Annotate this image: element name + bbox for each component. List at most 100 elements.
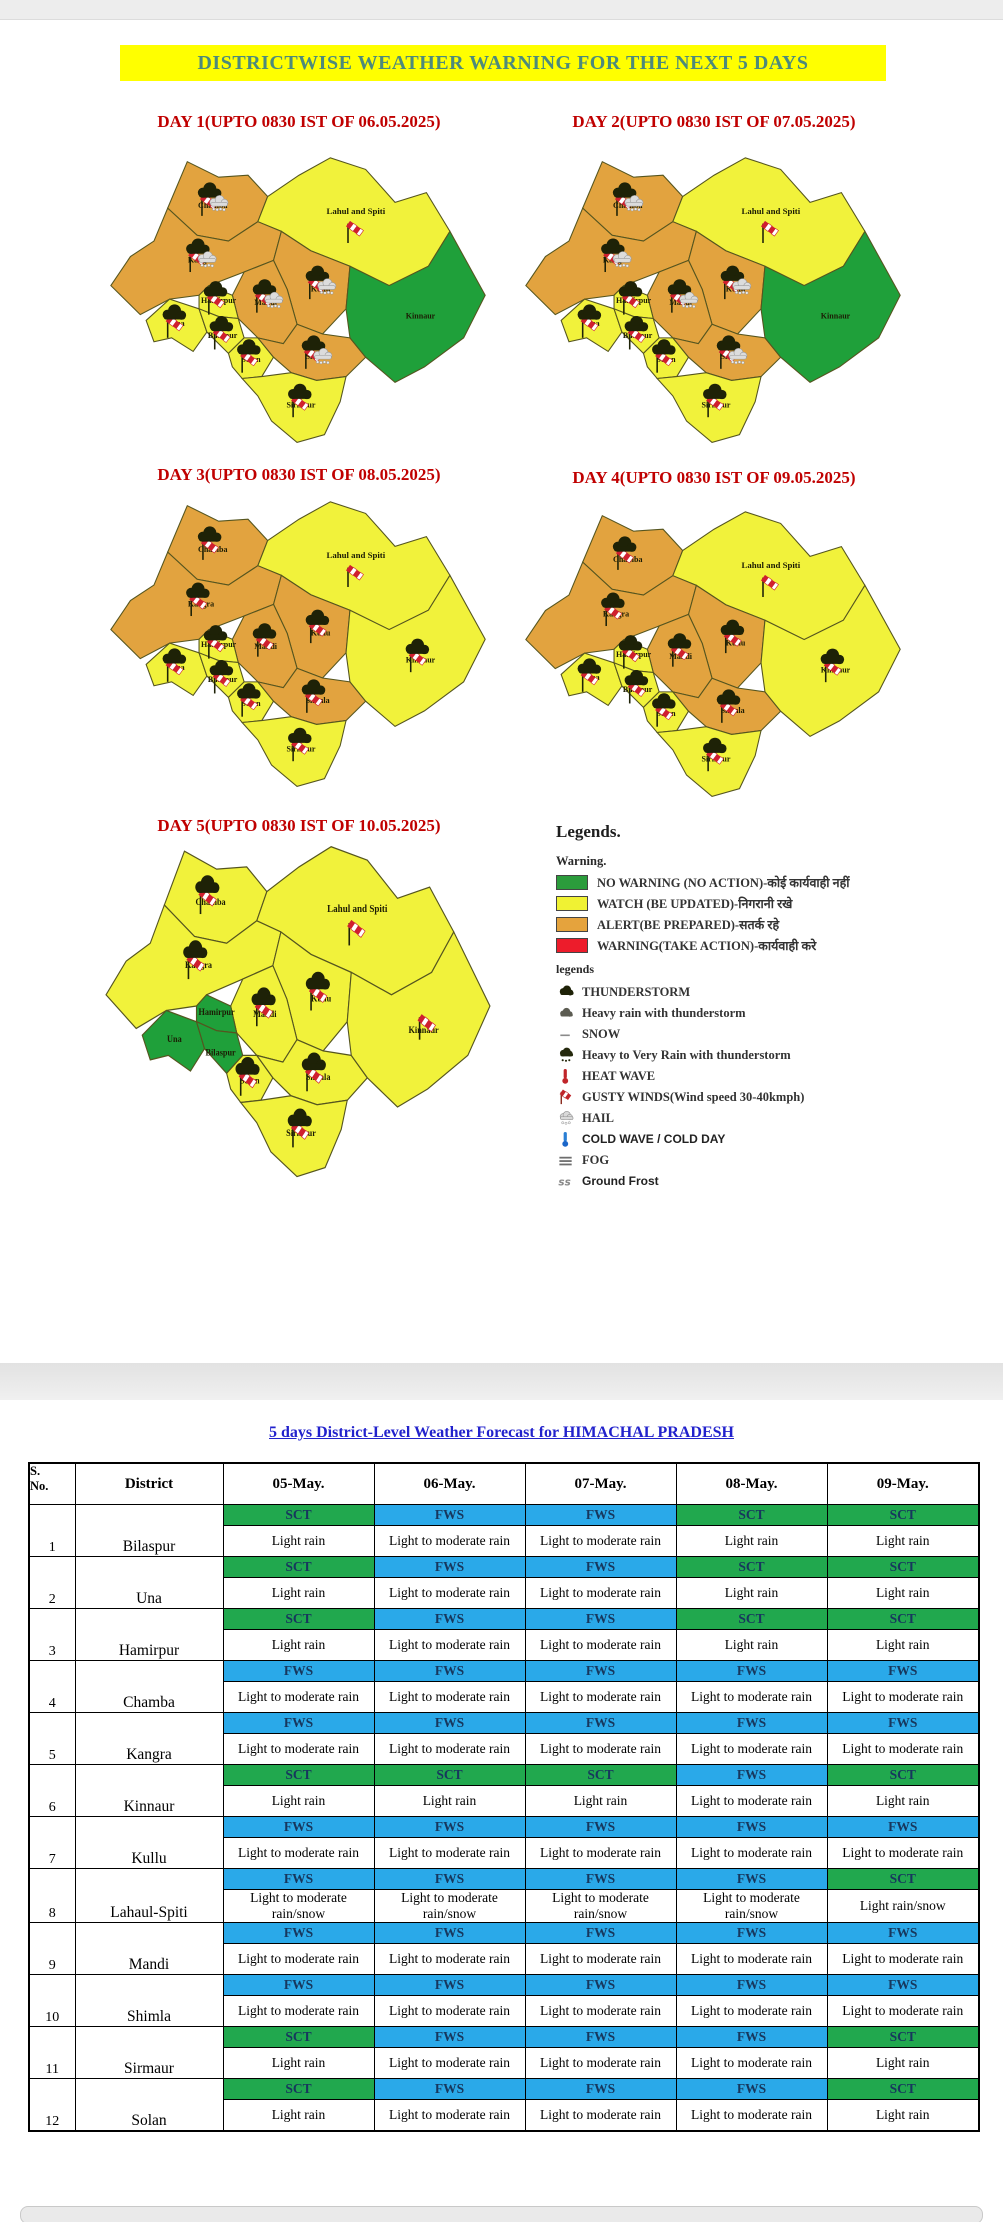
row-number: 12	[28, 2078, 76, 2132]
district-label-kinnaur: Kinnaur	[821, 312, 851, 321]
warning-code-cell: FWS	[524, 1868, 677, 1890]
warning-code-band: FWS	[827, 1923, 978, 1943]
thunderstorm-icon	[667, 633, 692, 649]
forecast-cell: Light rain	[826, 1629, 980, 1661]
forecast-cell: Light rain	[826, 1525, 980, 1557]
warning-code-cell: SCT	[222, 1764, 375, 1786]
forecast-cell: Light to moderate rain	[675, 1837, 828, 1869]
warning-row-lahaul-spiti: 8 Lahaul-Spiti FWS FWS FWS FWS SCT	[28, 1868, 980, 1923]
rain-cloud-icon	[313, 348, 333, 365]
thunderstorm-icon	[305, 609, 330, 626]
forecast-cell: Light to moderate rain	[373, 2099, 526, 2132]
district-name: Shimla	[74, 1974, 224, 2027]
district-name: Hamirpur	[74, 1608, 224, 1661]
svg-text:ss: ss	[558, 1176, 570, 1188]
warning-code-band: FWS	[676, 1713, 827, 1733]
district-label-lahul-and-spiti: Lahul and Spiti	[326, 550, 385, 560]
legends-panel: Legends. Warning. NO WARNING (NO ACTION)…	[556, 822, 976, 1195]
thunderstorm-icon	[624, 315, 649, 332]
legend-color-swatch	[556, 937, 588, 953]
warning-code-cell: FWS	[373, 1922, 526, 1944]
thunderstorm-icon	[618, 635, 643, 651]
warning-code-cell: FWS	[675, 2078, 828, 2100]
warning-code-band: SCT	[223, 2027, 374, 2047]
legend-symbol-item-6: HAIL	[556, 1111, 976, 1125]
windsock-icon	[760, 574, 779, 597]
forecast-cell: Light to moderate rain	[675, 1733, 828, 1765]
warning-row-bilaspur: 1 Bilaspur SCT FWS FWS SCT SCT	[28, 1504, 980, 1557]
forecast-cell: Light to moderate rain	[524, 2099, 677, 2132]
forecast-cell: Light to moderate rain	[524, 1629, 677, 1661]
forecast-cell: Light to moderate rain	[373, 1943, 526, 1975]
forecast-row-mandi: Light to moderate rain Light to moderate …	[29, 1943, 980, 1975]
forecast-cell: Light rain	[826, 1577, 980, 1609]
day3-title: DAY 3(UPTO 0830 IST OF 08.05.2025)	[157, 465, 441, 484]
warning-heading: Warning.	[556, 854, 607, 868]
forecast-cell: Light rain	[675, 1525, 828, 1557]
warning-code-cell: FWS	[373, 1660, 526, 1682]
forecast-row-solan: Light rain Light to moderate rain Light to…	[29, 2099, 980, 2132]
legend-warning-item-alert: ALERT(BE PREPARED)-सतर्क रहे	[556, 916, 976, 932]
district-name: Kinnaur	[74, 1764, 224, 1817]
legend-symbol-label: Ground Frost	[582, 1174, 659, 1188]
forecast-row-una: Light rain Light to moderate rain Light to…	[29, 1577, 980, 1609]
warning-code-band: FWS	[525, 2027, 676, 2047]
header-date-0: 05-May.	[222, 1462, 375, 1505]
forecast-cell: Light to moderate rain	[373, 1577, 526, 1609]
main-title-banner: DISTRICTWISE WEATHER WARNING FOR THE NEX…	[120, 45, 886, 81]
warning-row-kullu: 7 Kullu FWS FWS FWS FWS FWS	[28, 1816, 980, 1869]
thunderstorm-icon	[716, 689, 741, 705]
day3-warning-map: ChambaLahul and SpitiKangraKulluMandiHam…	[103, 496, 495, 798]
warning-code-band: SCT	[827, 1557, 978, 1577]
thunderstorm-icon	[288, 383, 312, 400]
warning-code-band: SCT	[827, 1765, 978, 1785]
warning-row-kinnaur: 6 Kinnaur SCT SCT SCT FWS SCT	[28, 1764, 980, 1817]
rain-cloud-icon	[209, 195, 229, 212]
windsock-icon	[254, 1000, 274, 1027]
warning-code-band: FWS	[676, 1661, 827, 1681]
warning-code-cell: FWS	[222, 1922, 375, 1944]
district-label-kinnaur: Kinnaur	[409, 1025, 439, 1036]
legend-symbol-item-3: Heavy to Very Rain with thunderstorm	[556, 1047, 976, 1062]
warning-code-band: FWS	[374, 1923, 525, 1943]
warning-code-cell: SCT	[826, 1764, 980, 1786]
forecast-cell: Light to moderate rain	[524, 1577, 677, 1609]
forecast-cell: Light to moderate rain	[524, 1995, 677, 2027]
warning-code-band: FWS	[676, 1975, 827, 1995]
forecast-cell: Light to moderate rain	[826, 1681, 980, 1713]
warning-row-chamba: 4 Chamba FWS FWS FWS FWS FWS	[28, 1660, 980, 1713]
row-number: 9	[28, 1922, 76, 1975]
forecast-row-sirmaur: Light rain Light to moderate rain Light to…	[29, 2047, 980, 2079]
warning-row-mandi: 9 Mandi FWS FWS FWS FWS FWS	[28, 1922, 980, 1975]
warning-row-una: 2 Una SCT FWS FWS SCT SCT	[28, 1556, 980, 1609]
forecast-cell: Light to moderate rain/snow	[524, 1889, 677, 1923]
district-name: Bilaspur	[74, 1504, 224, 1557]
warning-code-band: SCT	[827, 1505, 978, 1525]
forecast-cell: Light rain	[222, 2099, 375, 2132]
warning-code-cell: FWS	[524, 2078, 677, 2100]
thunderstorm-icon	[301, 679, 326, 695]
symbols-heading: legends	[556, 962, 595, 976]
warning-code-band: FWS	[676, 2027, 827, 2047]
windsock-icon	[417, 1014, 436, 1040]
warning-code-band: SCT	[223, 2079, 374, 2099]
warning-code-cell: SCT	[222, 1504, 375, 1526]
warning-code-cell: FWS	[826, 1712, 980, 1734]
forecast-cell: Light to moderate rain	[675, 1785, 828, 1817]
warning-code-cell: SCT	[826, 2078, 980, 2100]
thunderstorm-icon	[162, 304, 187, 320]
forecast-cell: Light to moderate rain/snow	[675, 1889, 828, 1923]
day1-title: DAY 1(UPTO 0830 IST OF 06.05.2025)	[157, 112, 441, 131]
warning-code-band: SCT	[223, 1609, 374, 1629]
windsock-icon	[308, 621, 327, 644]
legend-warning-item-no_warning: NO WARNING (NO ACTION)-कोई कार्यवाही नही…	[556, 874, 976, 890]
forecast-cell: Light rain/snow	[826, 1889, 980, 1923]
thunderstorm-icon	[203, 625, 228, 641]
warning-code-band: FWS	[525, 1609, 676, 1629]
forecast-table: S. No. District 05-May. 06-May. 07-May. 08-M…	[28, 1462, 980, 2132]
warning-code-band: FWS	[374, 1609, 525, 1629]
warning-code-band: FWS	[827, 1661, 978, 1681]
district-label-una: Una	[167, 1033, 182, 1044]
row-number: 5	[28, 1712, 76, 1765]
